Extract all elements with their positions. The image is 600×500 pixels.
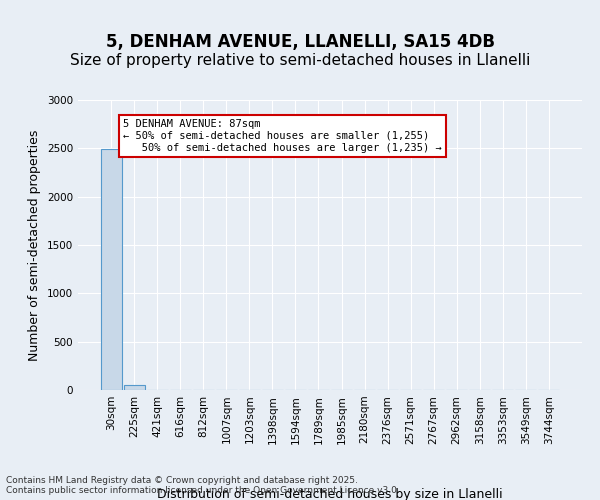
Text: 5, DENHAM AVENUE, LLANELLI, SA15 4DB: 5, DENHAM AVENUE, LLANELLI, SA15 4DB bbox=[106, 32, 494, 50]
Text: 5 DENHAM AVENUE: 87sqm
← 50% of semi-detached houses are smaller (1,255)
   50% : 5 DENHAM AVENUE: 87sqm ← 50% of semi-det… bbox=[123, 120, 442, 152]
Text: Size of property relative to semi-detached houses in Llanelli: Size of property relative to semi-detach… bbox=[70, 52, 530, 68]
X-axis label: Distribution of semi-detached houses by size in Llanelli: Distribution of semi-detached houses by … bbox=[157, 488, 503, 500]
Y-axis label: Number of semi-detached properties: Number of semi-detached properties bbox=[28, 130, 41, 360]
Text: Contains HM Land Registry data © Crown copyright and database right 2025.
Contai: Contains HM Land Registry data © Crown c… bbox=[6, 476, 400, 495]
Bar bbox=[124, 385, 145, 390]
Bar bbox=[101, 150, 122, 390]
